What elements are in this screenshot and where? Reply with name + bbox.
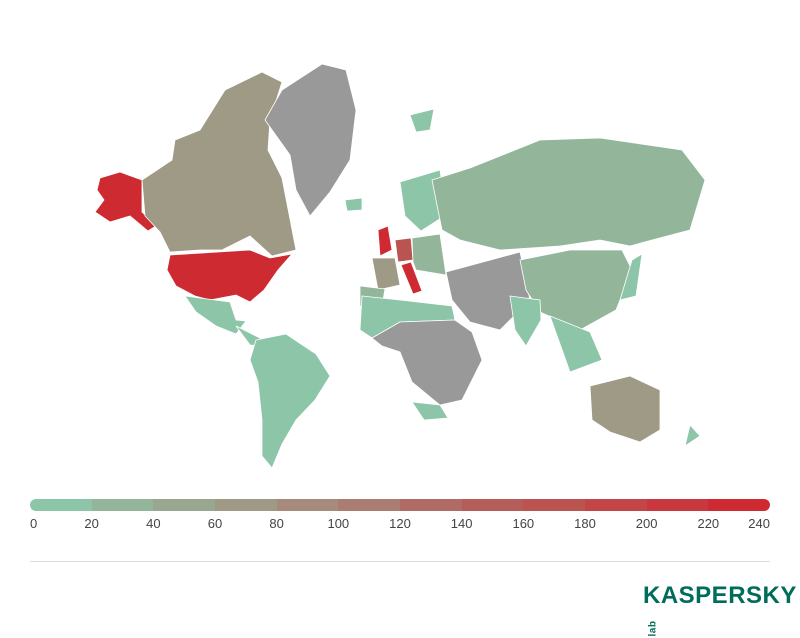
region-india	[509, 295, 542, 347]
legend-bin	[91, 499, 154, 511]
legend-tick-label: 60	[207, 516, 223, 531]
legend-tick-label: 120	[389, 516, 411, 531]
region-new-zealand	[684, 424, 701, 447]
region-japan	[619, 253, 643, 301]
region-southeast-asia	[549, 315, 603, 373]
legend-tick-label: 160	[512, 516, 535, 531]
color-scale-legend	[30, 499, 770, 511]
legend-bin	[708, 499, 770, 511]
legend-tick-label: 100	[327, 516, 350, 531]
region-china	[519, 249, 633, 331]
legend-bin	[338, 499, 401, 511]
legend-bin	[400, 499, 462, 511]
region-eastern-europe	[411, 233, 447, 276]
region-south-africa	[411, 401, 449, 421]
legend-tick-label: 80	[269, 516, 284, 531]
region-canada	[141, 71, 297, 257]
region-mexico	[184, 295, 247, 335]
region-south-america	[249, 333, 331, 469]
legend-bin	[646, 499, 709, 511]
legend-bin	[153, 499, 216, 511]
region-france	[371, 257, 401, 291]
region-australia	[589, 375, 661, 443]
region-usa-alaska	[94, 171, 157, 232]
legend-tick-label: 220	[697, 516, 720, 531]
legend-tick-label: 40	[146, 516, 161, 531]
legend-bin	[276, 499, 339, 511]
region-united-kingdom	[377, 225, 393, 257]
legend-tick-label: 20	[84, 516, 99, 531]
region-central-africa	[371, 319, 483, 406]
legend-tick-label: 180	[574, 516, 596, 531]
legend-bin	[461, 499, 524, 511]
kaspersky-lab-logo: KASPERSKY lab	[643, 582, 800, 638]
region-svalbard	[409, 108, 435, 133]
legend-tick-label: 240	[748, 516, 770, 531]
region-iceland	[344, 197, 363, 212]
legend-bin	[215, 499, 277, 511]
legend-ticks: 0 20 40 60 80 100 120 140 160 180 200 220 240	[30, 516, 770, 532]
logo-text: KASPERSKY	[643, 582, 797, 609]
region-italy	[400, 261, 423, 295]
legend-tick-label: 140	[450, 516, 473, 531]
divider	[30, 561, 770, 562]
logo-suffix: lab	[647, 620, 659, 637]
region-russia	[431, 137, 706, 251]
region-usa	[166, 249, 294, 303]
legend-tick-label: 200	[635, 516, 658, 531]
region-middle-east-central-asia	[445, 251, 531, 331]
legend-bin	[30, 499, 92, 511]
world-map	[94, 63, 706, 469]
legend-bin	[585, 499, 647, 511]
legend-tick-label: 0	[30, 516, 38, 531]
region-greenland	[264, 63, 357, 217]
legend-bin	[523, 499, 586, 511]
region-germany	[394, 237, 414, 263]
